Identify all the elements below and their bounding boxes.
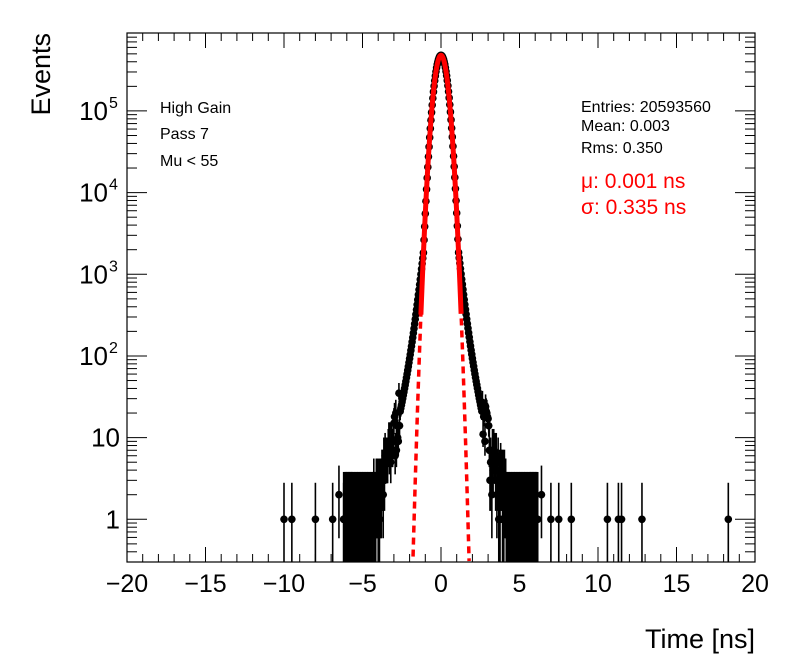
data-point (533, 471, 542, 562)
fit-mu-label: μ: 0.001 ns (581, 170, 685, 193)
data-point (537, 465, 546, 539)
data-point (288, 482, 296, 562)
data-point (547, 482, 555, 562)
x-tick-label: −5 (348, 570, 377, 598)
stats-mean: Mean: 0.003 (581, 118, 670, 135)
data-point (335, 465, 343, 539)
gaussian-fit-core (418, 52, 464, 315)
y-tick-exponent: 5 (109, 95, 118, 112)
y-tick-label: 1 (106, 504, 120, 534)
data-point (554, 482, 563, 562)
x-tick-labels: −20 −15 −10 −5 0 5 10 15 20 (106, 570, 769, 598)
x-tick-label: −20 (106, 570, 148, 598)
data-point (724, 482, 733, 562)
x-tick-label: 15 (663, 570, 691, 598)
data-point (328, 482, 337, 562)
data-point (638, 482, 646, 562)
stats-entries: Entries: 20593560 (581, 99, 711, 116)
data-point (481, 422, 489, 456)
y-tick-exponent: 3 (109, 258, 118, 275)
fit-sigma-label: σ: 0.335 ns (581, 196, 686, 219)
y-tick-label: 10 (79, 178, 108, 208)
y-tick-exponent: 4 (109, 177, 118, 194)
x-tick-label: 20 (741, 570, 769, 598)
data-point (311, 482, 320, 562)
annotation-mu: Mu < 55 (160, 153, 218, 170)
x-tick-label: 0 (434, 570, 448, 598)
y-tick-label: 10 (79, 259, 108, 289)
y-axis-label: Events (26, 33, 56, 116)
y-tick-label: 10 (91, 423, 120, 453)
y-tick-label: 10 (79, 96, 108, 126)
stats-rms: Rms: 0.350 (581, 140, 663, 157)
data-point (617, 482, 626, 562)
x-tick-label: −10 (263, 570, 305, 598)
x-tick-label: 10 (584, 570, 612, 598)
x-tick-label: −15 (184, 570, 226, 598)
annotation-pass: Pass 7 (160, 126, 209, 143)
x-tick-label: 5 (513, 570, 527, 598)
y-tick-label: 10 (79, 341, 108, 371)
annotation-high-gain: High Gain (160, 100, 231, 117)
x-axis-label: Time [ns] (645, 624, 755, 654)
data-point (603, 482, 612, 562)
data-point (567, 482, 576, 562)
axis-ticks (126, 32, 756, 563)
y-tick-exponent: 2 (109, 340, 118, 357)
